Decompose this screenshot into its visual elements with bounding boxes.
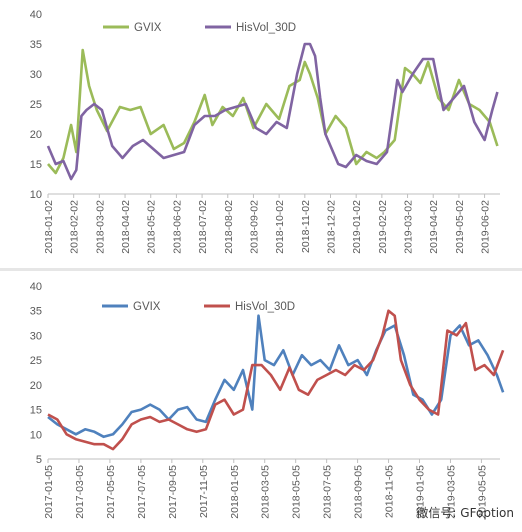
series-line-gvix	[47, 314, 505, 439]
y-tick-label: 30	[30, 69, 42, 81]
legend-label: GVIX	[134, 22, 162, 34]
y-tick-label: 15	[30, 159, 42, 171]
panel-divider	[0, 268, 522, 271]
x-tick-label: 2017-05-05	[105, 465, 117, 519]
x-tick-label: 2018-12-02	[326, 200, 338, 254]
watermark-text: 微信号: GFoption	[416, 506, 514, 520]
chart-bottom-panel: 5 10 15 20 25 30 35 40 2017-01-05 2017-03-05 2017-…	[0, 271, 522, 527]
y-tick-label: 25	[30, 355, 42, 367]
x-tick-label: 2018-04-02	[120, 200, 132, 254]
x-tick-label: 2018-09-02	[248, 200, 260, 254]
x-tick-label: 2018-06-02	[171, 200, 183, 254]
x-tick-label: 2019-03-02	[403, 200, 415, 254]
chart-top-panel: 10 15 20 25 30 35 40 2018-01-02 2018-02-02 2018-0…	[29, 9, 500, 254]
x-tick-label: 2018-05-05	[291, 465, 303, 519]
chart-bottom: 5 10 15 20 25 30 35 40 2017-01-05 2017-03-05 2017-…	[30, 281, 505, 519]
y-tick-label: 40	[30, 281, 42, 293]
y-tick-label: 15	[30, 405, 42, 417]
x-tick-label: 2018-05-02	[146, 200, 158, 254]
x-tick-label: 2017-11-05	[198, 465, 210, 518]
legend-label: HisVol_30D	[236, 22, 296, 34]
y-tick-label: 10	[30, 189, 42, 201]
x-tick-label: 2018-08-02	[223, 200, 235, 254]
x-tick-label: 2018-01-05	[229, 465, 241, 519]
x-tick-label: 2018-03-02	[94, 200, 106, 254]
x-tick-label: 2017-03-05	[74, 465, 86, 519]
x-tick-label: 2018-01-02	[43, 200, 55, 254]
series-line-gvix	[47, 48, 499, 175]
x-tick-label: 2019-01-02	[351, 200, 363, 254]
y-tick-label: 35	[30, 306, 42, 318]
legend-label: HisVol_30D	[235, 301, 295, 313]
x-tick-label: 2018-09-05	[353, 465, 365, 519]
x-tick-label: 2019-05-05	[476, 465, 488, 519]
y-tick-label: 5	[36, 454, 42, 466]
x-tick-label: 2018-10-02	[274, 200, 286, 254]
x-tick-label: 2017-07-05	[136, 465, 148, 519]
x-tick-label: 2018-02-02	[69, 200, 81, 254]
y-tick-label: 40	[30, 9, 42, 21]
x-tick-label: 2017-09-05	[167, 465, 179, 519]
y-tick-label: 35	[30, 39, 42, 51]
y-tick-label: 25	[30, 99, 42, 111]
x-tick-label: 2019-03-05	[445, 465, 457, 519]
x-tick-label: 2019-05-02	[454, 200, 466, 254]
y-tick-label: 20	[30, 380, 42, 392]
series-line-hisvol-30d	[46, 42, 499, 181]
x-tick-label: 2019-06-02	[480, 200, 492, 254]
legend-label: GVIX	[133, 301, 161, 313]
chart-top: 10 15 20 25 30 35 40 2018-01-02 2018-02-02 2018-0…	[30, 9, 500, 254]
x-tick-label: 2018-03-05	[260, 465, 272, 519]
x-tick-label: 2017-01-05	[43, 465, 55, 519]
y-tick-label: 20	[30, 129, 42, 141]
series-line-hisvol-30d	[47, 309, 505, 451]
x-tick-label: 2018-11-05	[384, 465, 396, 518]
x-tick-label: 2018-11-02	[300, 200, 312, 253]
x-tick-label: 2018-07-05	[322, 465, 334, 519]
x-tick-label: 2019-01-05	[415, 465, 427, 519]
x-tick-label: 2019-04-02	[428, 200, 440, 254]
y-tick-label: 30	[30, 330, 42, 342]
x-tick-label: 2018-07-02	[197, 200, 209, 254]
y-tick-label: 10	[30, 429, 42, 441]
x-tick-label: 2019-02-02	[377, 200, 389, 254]
